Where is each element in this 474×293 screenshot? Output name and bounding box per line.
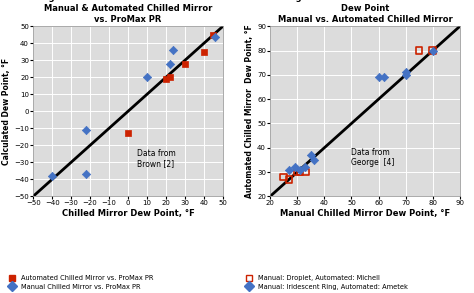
Legend: Manual: Droplet, Automated: Michell, Manual: Iridescent Ring, Automated: Ametek: Manual: Droplet, Automated: Michell, Man…: [245, 275, 408, 290]
Point: [402, 73, 410, 77]
Point: [301, 170, 309, 174]
Text: Data from
Brown [2]: Data from Brown [2]: [137, 149, 176, 168]
Point: [82, 172, 90, 177]
Text: Data from
George  [4]: Data from George [4]: [351, 148, 395, 167]
Point: [170, 48, 177, 52]
Point: [48, 173, 56, 178]
Point: [415, 48, 423, 53]
Point: [429, 48, 437, 53]
Point: [285, 167, 293, 172]
Point: [429, 48, 437, 53]
Point: [402, 70, 410, 75]
Point: [200, 50, 208, 54]
X-axis label: Chilled Mirror Dew Point, °F: Chilled Mirror Dew Point, °F: [62, 209, 194, 218]
Title: Figure 4 GPA RR-196 Natural Gas
Dew Point
Manual vs. Automated Chilled Mirror: Figure 4 GPA RR-196 Natural Gas Dew Poin…: [278, 0, 452, 24]
Title: Figure 3 NPL Natural Gas Dew Points
Manual & Automated Chilled Mirror
vs. ProMax: Figure 3 NPL Natural Gas Dew Points Manu…: [40, 0, 216, 24]
Point: [285, 177, 293, 182]
Point: [211, 34, 219, 39]
Point: [162, 77, 170, 81]
Y-axis label: Automated Chilled Mirror  Dew Point, °F: Automated Chilled Mirror Dew Point, °F: [245, 24, 254, 198]
Point: [82, 128, 90, 132]
Point: [296, 170, 304, 174]
Point: [380, 75, 388, 80]
Point: [280, 175, 288, 179]
Y-axis label: Calculated Dew Point, °F: Calculated Dew Point, °F: [2, 58, 11, 165]
X-axis label: Manual Chilled Mirror Dew Point, °F: Manual Chilled Mirror Dew Point, °F: [280, 209, 450, 218]
Point: [310, 158, 317, 162]
Point: [166, 75, 173, 80]
Point: [301, 165, 309, 170]
Point: [181, 62, 189, 66]
Point: [166, 62, 173, 66]
Point: [291, 165, 298, 170]
Point: [143, 75, 151, 80]
Point: [124, 131, 132, 136]
Legend: Automated Chilled Mirror vs. ProMax PR, Manual Chilled Mirror vs. ProMax PR: Automated Chilled Mirror vs. ProMax PR, …: [8, 275, 154, 290]
Point: [375, 75, 383, 80]
Point: [210, 33, 217, 37]
Point: [296, 167, 304, 172]
Point: [293, 170, 301, 174]
Point: [307, 153, 315, 157]
